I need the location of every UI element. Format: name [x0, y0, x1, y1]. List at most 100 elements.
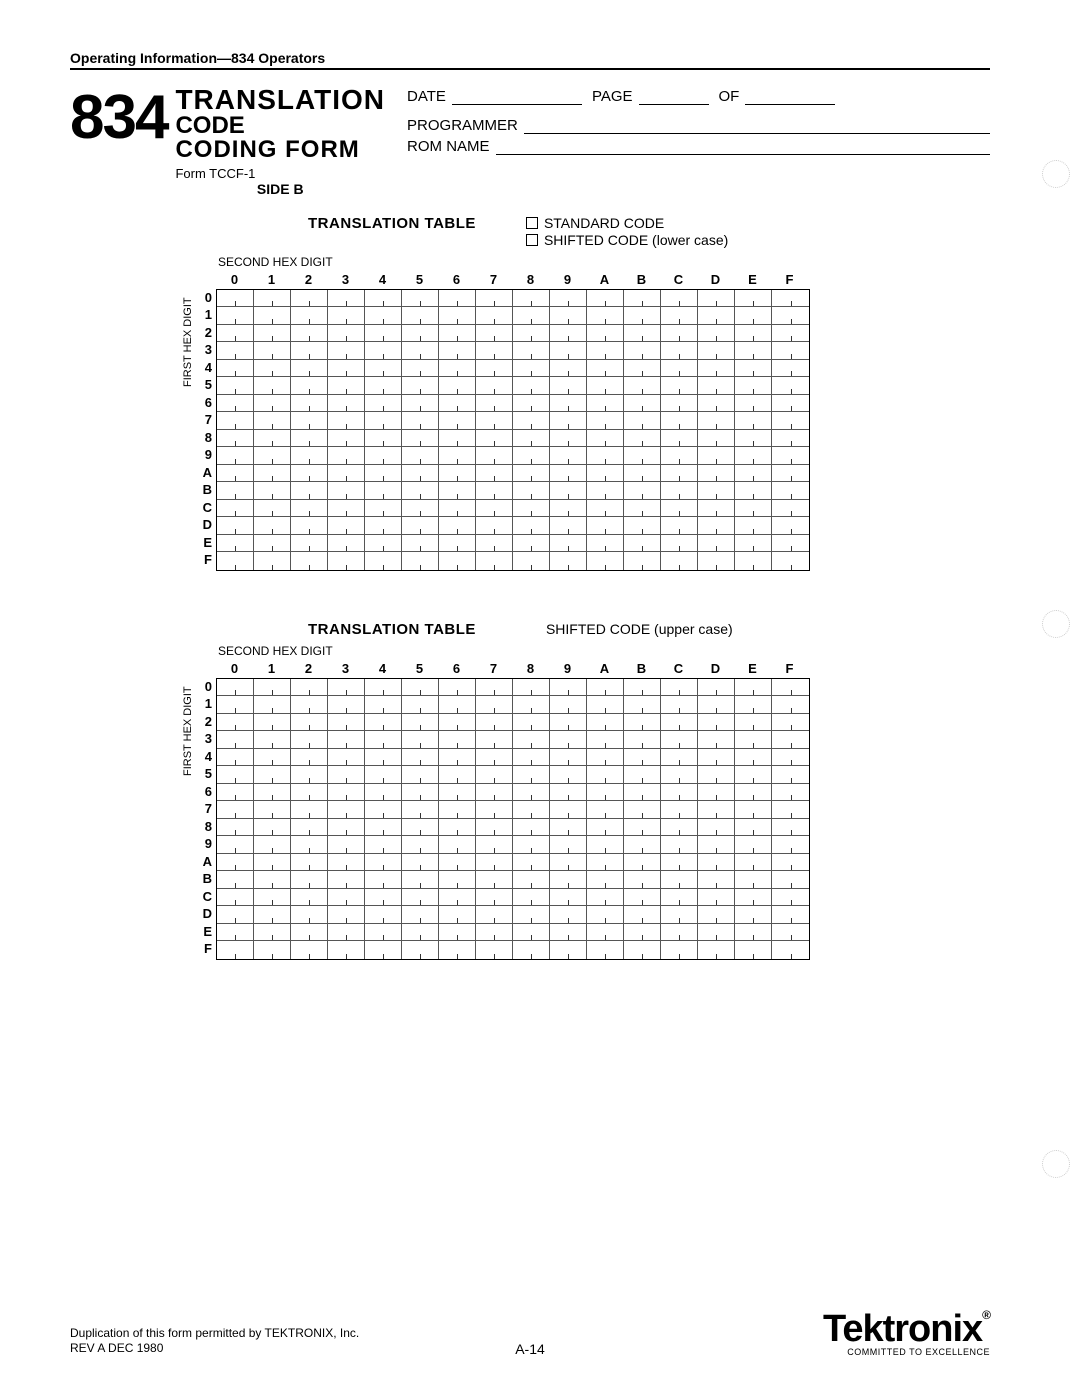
- grid-cell[interactable]: [328, 307, 365, 325]
- grid-cell[interactable]: [217, 819, 254, 837]
- grid-cell[interactable]: [698, 552, 735, 570]
- grid-cell[interactable]: [735, 714, 772, 732]
- grid-cell[interactable]: [624, 889, 661, 907]
- grid-cell[interactable]: [439, 836, 476, 854]
- grid-cell[interactable]: [513, 482, 550, 500]
- grid-cell[interactable]: [402, 465, 439, 483]
- grid-cell[interactable]: [328, 714, 365, 732]
- grid-cell[interactable]: [661, 500, 698, 518]
- grid-cell[interactable]: [254, 766, 291, 784]
- grid-cell[interactable]: [587, 801, 624, 819]
- grid-cell[interactable]: [402, 696, 439, 714]
- grid-cell[interactable]: [698, 325, 735, 343]
- standard-code-checkbox[interactable]: [526, 217, 538, 229]
- date-field[interactable]: [452, 91, 582, 105]
- grid-cell[interactable]: [476, 552, 513, 570]
- grid-cell[interactable]: [513, 290, 550, 308]
- grid-cell[interactable]: [735, 307, 772, 325]
- grid-cell[interactable]: [254, 941, 291, 959]
- translation-grid-2[interactable]: [216, 678, 810, 960]
- grid-cell[interactable]: [513, 517, 550, 535]
- grid-cell[interactable]: [365, 517, 402, 535]
- grid-cell[interactable]: [328, 290, 365, 308]
- grid-cell[interactable]: [476, 412, 513, 430]
- grid-cell[interactable]: [439, 714, 476, 732]
- grid-cell[interactable]: [661, 482, 698, 500]
- grid-cell[interactable]: [217, 696, 254, 714]
- grid-cell[interactable]: [254, 731, 291, 749]
- grid-cell[interactable]: [624, 941, 661, 959]
- grid-cell[interactable]: [402, 889, 439, 907]
- grid-cell[interactable]: [217, 552, 254, 570]
- grid-cell[interactable]: [328, 377, 365, 395]
- grid-cell[interactable]: [254, 552, 291, 570]
- grid-cell[interactable]: [217, 307, 254, 325]
- grid-cell[interactable]: [772, 500, 809, 518]
- grid-cell[interactable]: [291, 482, 328, 500]
- grid-cell[interactable]: [587, 836, 624, 854]
- grid-cell[interactable]: [550, 517, 587, 535]
- grid-cell[interactable]: [624, 871, 661, 889]
- grid-cell[interactable]: [661, 377, 698, 395]
- grid-cell[interactable]: [476, 679, 513, 697]
- grid-cell[interactable]: [476, 395, 513, 413]
- grid-cell[interactable]: [217, 766, 254, 784]
- grid-cell[interactable]: [328, 395, 365, 413]
- grid-cell[interactable]: [291, 447, 328, 465]
- grid-cell[interactable]: [550, 906, 587, 924]
- grid-cell[interactable]: [513, 924, 550, 942]
- grid-cell[interactable]: [365, 552, 402, 570]
- grid-cell[interactable]: [291, 941, 328, 959]
- grid-cell[interactable]: [624, 342, 661, 360]
- grid-cell[interactable]: [772, 801, 809, 819]
- grid-cell[interactable]: [476, 482, 513, 500]
- grid-cell[interactable]: [328, 360, 365, 378]
- grid-cell[interactable]: [550, 395, 587, 413]
- grid-cell[interactable]: [513, 465, 550, 483]
- grid-cell[interactable]: [254, 784, 291, 802]
- grid-cell[interactable]: [328, 517, 365, 535]
- grid-cell[interactable]: [550, 552, 587, 570]
- grid-cell[interactable]: [735, 430, 772, 448]
- grid-cell[interactable]: [587, 784, 624, 802]
- grid-cell[interactable]: [587, 552, 624, 570]
- grid-cell[interactable]: [402, 430, 439, 448]
- grid-cell[interactable]: [254, 430, 291, 448]
- grid-cell[interactable]: [365, 784, 402, 802]
- grid-cell[interactable]: [365, 430, 402, 448]
- grid-cell[interactable]: [476, 714, 513, 732]
- grid-cell[interactable]: [550, 924, 587, 942]
- grid-cell[interactable]: [513, 784, 550, 802]
- grid-cell[interactable]: [217, 500, 254, 518]
- grid-cell[interactable]: [550, 679, 587, 697]
- grid-cell[interactable]: [735, 360, 772, 378]
- grid-cell[interactable]: [254, 696, 291, 714]
- grid-cell[interactable]: [328, 535, 365, 553]
- grid-cell[interactable]: [328, 836, 365, 854]
- grid-cell[interactable]: [624, 482, 661, 500]
- grid-cell[interactable]: [217, 395, 254, 413]
- grid-cell[interactable]: [772, 535, 809, 553]
- grid-cell[interactable]: [735, 679, 772, 697]
- grid-cell[interactable]: [661, 412, 698, 430]
- grid-cell[interactable]: [513, 412, 550, 430]
- grid-cell[interactable]: [550, 290, 587, 308]
- grid-cell[interactable]: [365, 871, 402, 889]
- grid-cell[interactable]: [476, 517, 513, 535]
- grid-cell[interactable]: [661, 696, 698, 714]
- grid-cell[interactable]: [365, 342, 402, 360]
- grid-cell[interactable]: [402, 290, 439, 308]
- grid-cell[interactable]: [513, 552, 550, 570]
- grid-cell[interactable]: [476, 836, 513, 854]
- grid-cell[interactable]: [735, 784, 772, 802]
- grid-cell[interactable]: [513, 836, 550, 854]
- grid-cell[interactable]: [735, 749, 772, 767]
- grid-cell[interactable]: [365, 801, 402, 819]
- grid-cell[interactable]: [624, 784, 661, 802]
- grid-cell[interactable]: [624, 801, 661, 819]
- grid-cell[interactable]: [661, 714, 698, 732]
- grid-cell[interactable]: [661, 517, 698, 535]
- grid-cell[interactable]: [698, 941, 735, 959]
- grid-cell[interactable]: [291, 749, 328, 767]
- grid-cell[interactable]: [217, 871, 254, 889]
